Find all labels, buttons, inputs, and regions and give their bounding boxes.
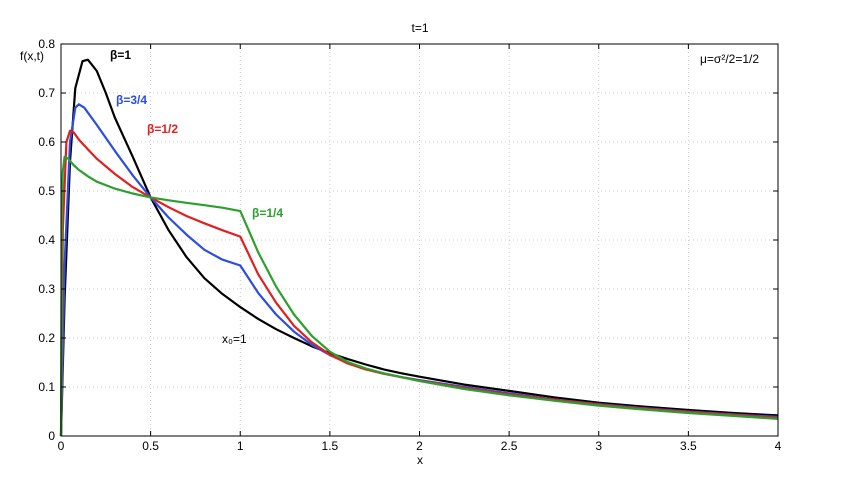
curve-label-beta-1-4: β=1/4: [252, 206, 283, 220]
ticks: [60, 43, 779, 437]
x-tick-label: 2: [416, 439, 423, 453]
y-tick-label: 0.8: [38, 37, 55, 51]
y-tick-label: 0.4: [38, 233, 55, 247]
chart-title: t=1: [411, 21, 428, 35]
curve-label-beta-3-4: β=3/4: [116, 93, 147, 107]
series-line-3: [59, 155, 779, 437]
y-tick-label: 0: [48, 429, 55, 443]
curve-label-beta-1-2: β=1/2: [147, 122, 178, 136]
y-tick-label: 0.3: [38, 282, 55, 296]
series-line-1: [59, 103, 779, 437]
series-line-0: [59, 58, 779, 437]
tick-labels: 0 0.5 1 1.5 2 2.5 3 3.5 4 0 0.1 0.2 0.3 0.4 0.5 0.6 0.7 0…: [38, 37, 781, 453]
x-tick-label: 3.5: [680, 439, 697, 453]
y-tick-label: 0.7: [38, 86, 55, 100]
x-tick-label: 1.5: [322, 439, 339, 453]
y-tick-label: 0.6: [38, 135, 55, 149]
x-tick-label: 1: [237, 439, 244, 453]
curves: [59, 58, 779, 437]
x0-annotation: x₀=1: [222, 332, 247, 346]
y-tick-label: 0.1: [38, 380, 55, 394]
y-tick-label: 0.2: [38, 331, 55, 345]
y-axis-label: f(x,t): [20, 49, 44, 63]
x-tick-label: 3: [595, 439, 602, 453]
params-annotation: μ=σ²/2=1/2: [700, 52, 759, 66]
curve-labels: β=1 β=3/4 β=1/2 β=1/4: [110, 48, 283, 220]
x-axis-label: x: [417, 453, 423, 467]
curve-label-beta-1: β=1: [110, 48, 131, 62]
x-tick-label: 0.5: [142, 439, 159, 453]
x-tick-label: 4: [775, 439, 782, 453]
x-tick-label: 2.5: [501, 439, 518, 453]
y-tick-label: 0.5: [38, 184, 55, 198]
x-tick-label: 0: [58, 439, 65, 453]
